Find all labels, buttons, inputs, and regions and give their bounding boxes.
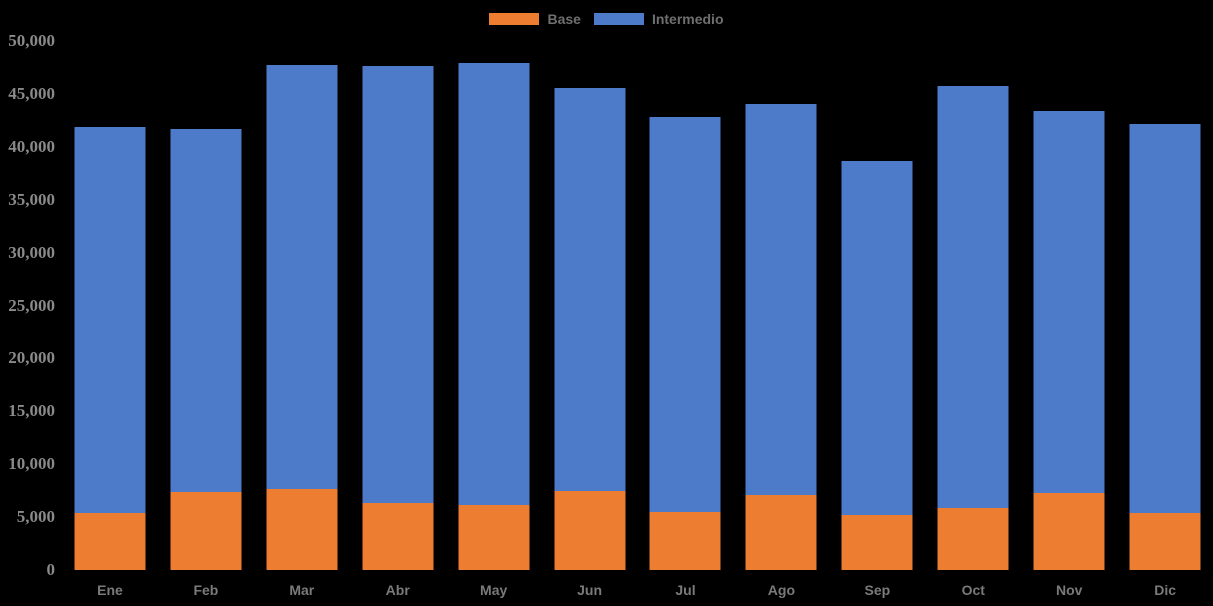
bar-segment-base-sep <box>841 515 913 570</box>
bar-stack-nov <box>1033 111 1105 570</box>
x-category-label-sep: Sep <box>864 582 891 598</box>
bar-stack-oct <box>937 86 1009 570</box>
legend-item-base: Base <box>489 9 581 29</box>
bar-segment-base-feb <box>170 492 242 570</box>
bar-segment-intermedio-mar <box>266 65 338 489</box>
legend-swatch-base-icon <box>489 13 540 25</box>
bar-segment-base-abr <box>362 503 434 570</box>
legend-item-intermedio: Intermedio <box>593 9 724 29</box>
bar-stack-dic <box>1129 124 1201 570</box>
y-tick-label: 35,000 <box>8 189 55 209</box>
bar-segment-intermedio-abr <box>362 66 434 503</box>
bar-stack-may <box>458 63 530 570</box>
bar-segment-intermedio-may <box>458 63 530 505</box>
bar-slot-ene <box>62 41 158 570</box>
x-category-label-may: May <box>480 582 508 598</box>
bar-slot-may <box>446 41 542 570</box>
bar-stack-ene <box>74 127 146 570</box>
bar-stack-abr <box>362 66 434 570</box>
x-axis-category-labels: Ene Feb Mar Abr May Jun Jul Ago Sep Oct Nov Dic <box>62 582 1213 599</box>
bar-stack-mar <box>266 65 338 570</box>
bar-segment-base-jul <box>649 512 721 570</box>
x-category-label-feb: Feb <box>193 582 219 598</box>
bar-slot-jun <box>542 41 638 570</box>
bar-slot-nov <box>1021 41 1117 570</box>
y-tick-label: 5,000 <box>16 507 55 527</box>
bar-segment-intermedio-oct <box>937 86 1009 508</box>
bar-segment-intermedio-nov <box>1033 111 1105 493</box>
bar-segment-base-dic <box>1129 513 1201 570</box>
x-category-label-jun: Jun <box>577 582 603 598</box>
bar-slot-jul <box>638 41 734 570</box>
bar-segment-intermedio-jul <box>649 117 721 512</box>
y-tick-label: 40,000 <box>8 136 55 156</box>
bar-segment-intermedio-ene <box>74 127 146 513</box>
bar-segment-intermedio-feb <box>170 129 242 492</box>
x-category-label-abr: Abr <box>385 582 410 598</box>
x-category-label-oct: Oct <box>961 582 985 598</box>
bar-slot-abr <box>350 41 446 570</box>
bar-slot-feb <box>158 41 254 570</box>
bar-segment-base-ago <box>745 495 817 570</box>
y-tick-label: 0 <box>46 560 56 579</box>
bar-segment-intermedio-jun <box>554 88 626 491</box>
x-category-label-nov: Nov <box>1055 582 1083 598</box>
x-category-label-dic: Dic <box>1154 582 1176 598</box>
bar-slot-sep <box>829 41 925 570</box>
bar-stack-ago <box>745 104 817 570</box>
y-tick-label: 45,000 <box>8 83 55 103</box>
y-tick-label: 50,000 <box>8 31 55 50</box>
bar-slot-dic <box>1117 41 1213 570</box>
bar-slot-mar <box>254 41 350 570</box>
bar-slot-ago <box>733 41 829 570</box>
x-category-label-jul: Jul <box>675 582 696 598</box>
bar-segment-base-oct <box>937 508 1009 570</box>
bar-stack-jun <box>554 88 626 570</box>
y-tick-label: 10,000 <box>8 454 55 474</box>
legend-swatch-intermedio-icon <box>593 13 644 25</box>
x-category-label-ago: Ago <box>767 582 796 598</box>
bar-stack-jul <box>649 117 721 570</box>
bar-segment-base-mar <box>266 489 338 570</box>
y-tick-label: 20,000 <box>8 348 55 368</box>
legend-label-intermedio: Intermedio <box>651 11 724 27</box>
bar-segment-base-may <box>458 505 530 570</box>
bar-segment-intermedio-dic <box>1129 124 1201 513</box>
bar-stack-sep <box>841 161 913 570</box>
chart-legend: Base Intermedio <box>0 9 1213 29</box>
bar-segment-base-jun <box>554 491 626 570</box>
bar-stack-feb <box>170 129 242 570</box>
legend-label-base: Base <box>547 11 581 27</box>
x-category-label-mar: Mar <box>289 582 315 598</box>
plot-area <box>62 41 1213 570</box>
y-tick-label: 25,000 <box>8 295 55 315</box>
bar-segment-base-nov <box>1033 493 1105 570</box>
x-category-label-ene: Ene <box>97 582 123 598</box>
bar-segment-intermedio-sep <box>841 161 913 515</box>
y-tick-label: 15,000 <box>8 401 55 421</box>
y-tick-label: 30,000 <box>8 242 55 262</box>
bar-slot-oct <box>925 41 1021 570</box>
bar-segment-base-ene <box>74 513 146 570</box>
bar-segment-intermedio-ago <box>745 104 817 495</box>
